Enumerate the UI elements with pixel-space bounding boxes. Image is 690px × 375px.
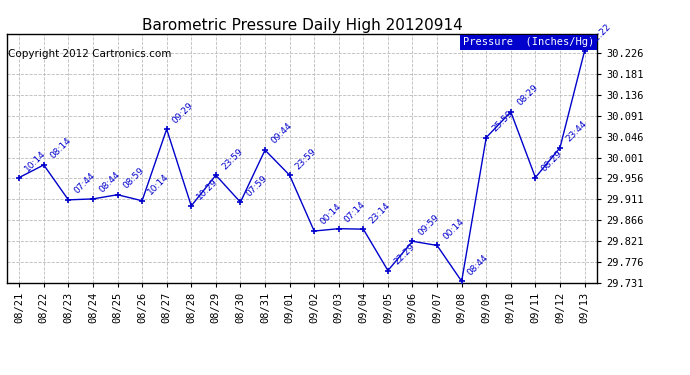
- Text: 09:59: 09:59: [417, 212, 442, 237]
- Text: 23:59: 23:59: [294, 147, 318, 171]
- Text: 07:44: 07:44: [72, 171, 97, 196]
- Text: 08:29: 08:29: [540, 149, 564, 173]
- Text: 23:44: 23:44: [564, 119, 589, 144]
- Text: 08:59: 08:59: [121, 166, 146, 190]
- Text: 10:14: 10:14: [146, 172, 171, 196]
- Text: Pressure  (Inches/Hg): Pressure (Inches/Hg): [463, 38, 594, 48]
- Text: 08:29: 08:29: [515, 83, 540, 108]
- Text: 09:44: 09:44: [269, 122, 294, 146]
- Text: 08:44: 08:44: [466, 253, 491, 277]
- Text: 10:14: 10:14: [23, 149, 48, 173]
- Text: 07:59: 07:59: [244, 173, 269, 198]
- Text: 22:29: 22:29: [392, 242, 417, 266]
- Text: 22:22: 22:22: [589, 22, 613, 47]
- Text: 08:44: 08:44: [97, 170, 121, 195]
- Title: Barometric Pressure Daily High 20120914: Barometric Pressure Daily High 20120914: [141, 18, 462, 33]
- Text: 08:14: 08:14: [48, 136, 72, 161]
- Text: 07:14: 07:14: [343, 200, 368, 225]
- Text: Copyright 2012 Cartronics.com: Copyright 2012 Cartronics.com: [8, 49, 172, 59]
- Text: 23:14: 23:14: [368, 201, 392, 225]
- Text: 25:59: 25:59: [491, 109, 515, 134]
- Text: 10:29: 10:29: [195, 177, 220, 202]
- Text: 00:14: 00:14: [441, 217, 466, 241]
- Text: 09:29: 09:29: [171, 100, 195, 125]
- Text: 23:59: 23:59: [220, 147, 244, 171]
- Text: 00:14: 00:14: [318, 202, 343, 227]
